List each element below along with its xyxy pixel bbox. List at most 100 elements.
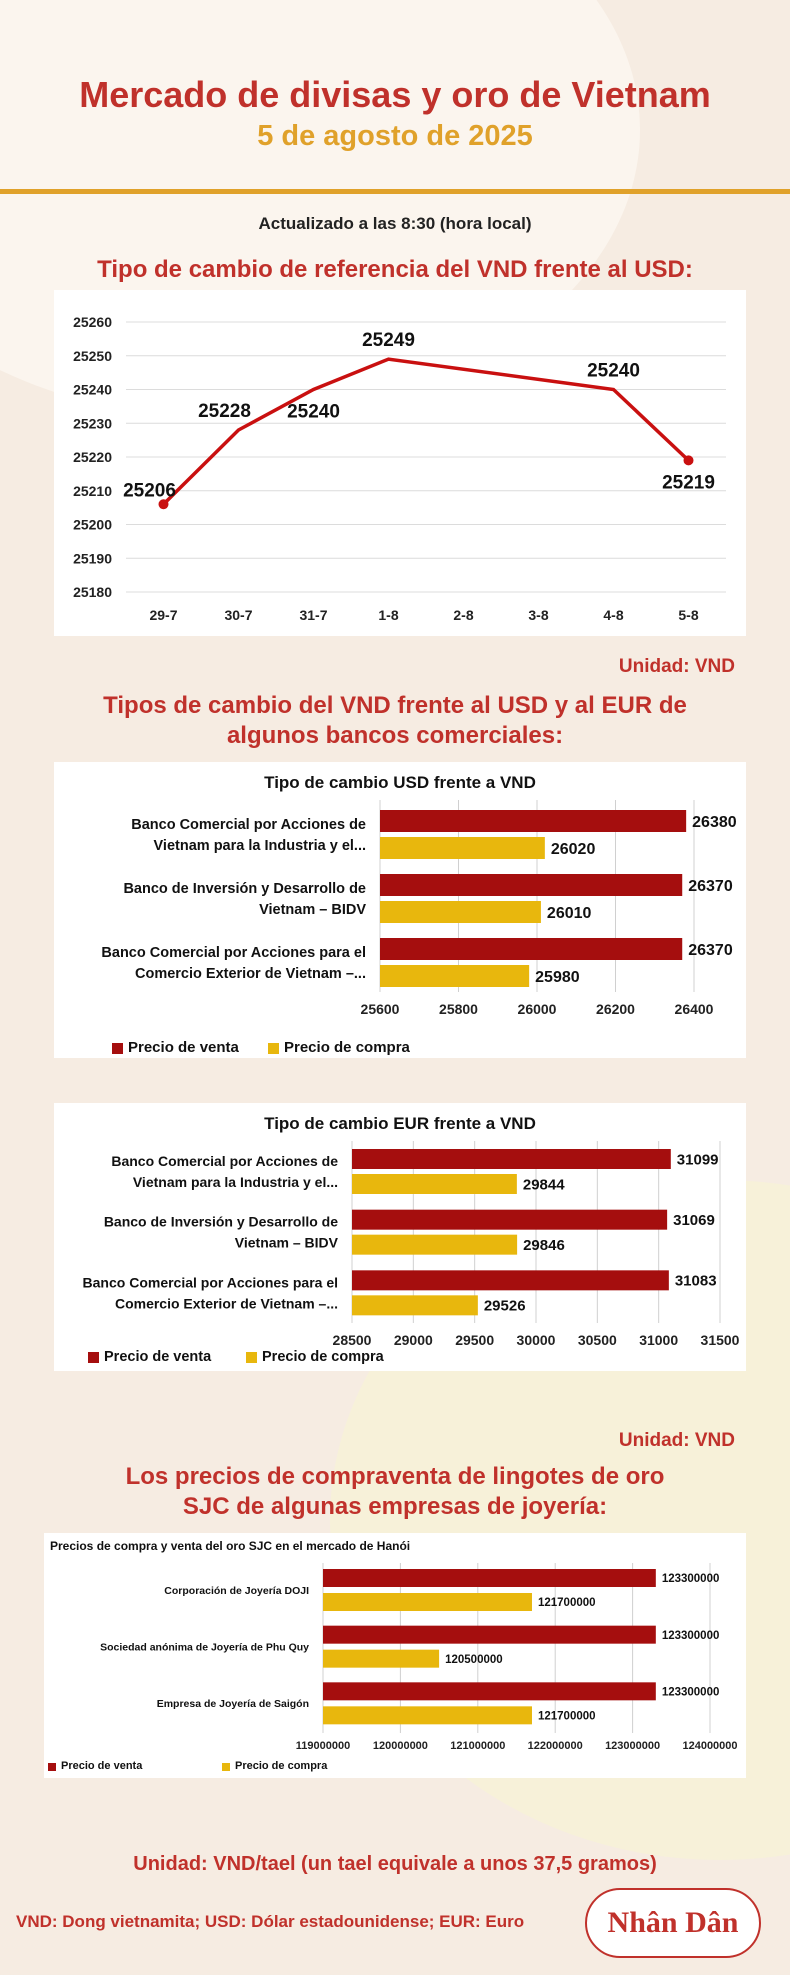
bar: [380, 810, 687, 832]
x-tick-label: 25800: [439, 1001, 478, 1017]
bar-value-label: 26380: [692, 814, 737, 831]
category-label: Vietnam – BIDV: [235, 1235, 339, 1251]
y-tick-label: 25220: [73, 449, 112, 465]
nhan-dan-logo: Nhân Dân: [585, 1888, 761, 1958]
bar-value-label: 31083: [675, 1273, 717, 1290]
bank-rates-title-line2: algunos bancos comerciales:: [226, 722, 564, 749]
reference-rate-unit: Unidad: VND: [618, 656, 735, 677]
legend-label: Precio de venta: [61, 1760, 143, 1772]
bar-value-label: 26020: [551, 841, 596, 858]
page-title: Mercado de divisas y oro de Vietnam: [79, 74, 711, 115]
x-tick-label: 28500: [333, 1332, 372, 1348]
legend-label: Precio de venta: [128, 1039, 240, 1056]
x-tick-label: 29-7: [149, 607, 177, 623]
category-label: Banco de Inversión y Desarrollo de: [104, 1214, 338, 1230]
bar-value-label: 26010: [547, 905, 592, 922]
legend-label: Precio de compra: [284, 1039, 411, 1056]
data-label: 25249: [362, 330, 415, 351]
x-tick-label: 26400: [675, 1001, 714, 1017]
legend-swatch: [88, 1352, 99, 1363]
update-time: Actualizado a las 8:30 (hora local): [258, 214, 532, 233]
data-label: 25228: [198, 401, 251, 422]
y-tick-label: 25210: [73, 483, 112, 499]
x-tick-label: 119000000: [296, 1740, 350, 1752]
category-label: Vietnam – BIDV: [259, 902, 366, 918]
bar: [380, 837, 545, 859]
bar-value-label: 121700000: [538, 1597, 596, 1609]
reference-rate-line-chart: 25180 25190 25200 25210 25220 25230 25240 25250…: [73, 314, 726, 623]
eur-rate-panel: Tipo de cambio EUR frente a VND 28500 2900…: [54, 1103, 746, 1371]
y-tick-label: 25180: [73, 584, 112, 600]
chart-title: Precios de compra y venta del oro SJC en…: [50, 1539, 410, 1553]
bank-rates-title-line1: Tipos de cambio del VND frente al USD y …: [103, 692, 687, 719]
y-tick-label: 25200: [73, 517, 112, 533]
x-tick-label: 30000: [517, 1332, 556, 1348]
header-divider: [0, 189, 790, 194]
x-tick-label: 124000000: [682, 1740, 737, 1752]
x-tick-label: 120000000: [373, 1740, 428, 1752]
x-tick-label: 123000000: [605, 1740, 660, 1752]
category-label: Banco Comercial por Acciones de: [111, 1153, 338, 1169]
eur-rate-bar-chart: Tipo de cambio EUR frente a VND 28500 2900…: [83, 1114, 740, 1365]
x-tick-label: 29000: [394, 1332, 433, 1348]
bar: [352, 1270, 669, 1291]
x-tick-label: 5-8: [678, 607, 698, 623]
bar: [352, 1234, 518, 1255]
legend-swatch: [268, 1043, 279, 1054]
reference-rate-panel: 25180 25190 25200 25210 25220 25230 25240 25250…: [54, 290, 746, 636]
x-tick-label: 30-7: [224, 607, 252, 623]
data-label: 25240: [587, 361, 640, 382]
bar: [352, 1209, 668, 1230]
bar: [323, 1625, 656, 1644]
bar-value-label: 26370: [688, 878, 733, 895]
category-label: Sociedad anónima de Joyería de Phu Quy: [100, 1641, 309, 1653]
x-tick-label: 31000: [639, 1332, 678, 1348]
bar-value-label: 123300000: [662, 1630, 720, 1642]
category-label: Banco Comercial por Acciones de: [131, 817, 366, 833]
x-tick-label: 1-8: [378, 607, 398, 623]
bar-value-label: 123300000: [662, 1573, 720, 1585]
category-label: Comercio Exterior de Vietnam –...: [115, 1295, 338, 1311]
bar-value-label: 29844: [523, 1176, 565, 1193]
x-tick-label: 29500: [455, 1332, 494, 1348]
category-label: Empresa de Joyería de Saigón: [157, 1698, 309, 1710]
bar: [323, 1569, 656, 1587]
reference-rate-title: Tipo de cambio de referencia del VND fre…: [97, 256, 693, 283]
legend-label: Precio de compra: [262, 1349, 385, 1365]
gold-unit: Unidad: VND/tael (un tael equivale a uno…: [133, 1853, 657, 1875]
x-tick-label: 30500: [578, 1332, 617, 1348]
data-label: 25219: [662, 472, 715, 493]
legend-swatch: [112, 1043, 123, 1054]
usd-rate-panel: Tipo de cambio USD frente a VND 25600 2580…: [54, 762, 746, 1058]
gold-price-panel: Precios de compra y venta del oro SJC en…: [44, 1533, 746, 1778]
series-line: [162, 357, 690, 506]
usd-rate-bar-chart: Tipo de cambio USD frente a VND 25600 2580…: [101, 773, 737, 1056]
category-label: Vietnam para la Industria y el...: [133, 1174, 338, 1190]
gold-title-line2: SJC de algunas empresas de joyería:: [182, 1493, 608, 1520]
footer-note: VND: Dong vietnamita; USD: Dólar estadou…: [16, 1912, 525, 1931]
bar-value-label: 31069: [673, 1212, 715, 1229]
category-label: Comercio Exterior de Vietnam –...: [135, 966, 366, 982]
legend-swatch: [222, 1763, 230, 1771]
category-label: Banco Comercial por Acciones para el: [101, 945, 366, 961]
bar: [352, 1149, 671, 1169]
category-label: Banco de Inversión y Desarrollo de: [123, 881, 366, 897]
y-tick-label: 25190: [73, 550, 112, 566]
bar-value-label: 121700000: [538, 1710, 596, 1722]
legend-swatch: [246, 1352, 257, 1363]
bar-value-label: 120500000: [445, 1654, 503, 1666]
x-tick-label: 31500: [701, 1332, 740, 1348]
bar: [323, 1706, 532, 1725]
category-label: Corporación de Joyería DOJI: [164, 1585, 309, 1597]
bank-rates-unit: Unidad: VND: [618, 1430, 735, 1451]
x-tick-label: 31-7: [299, 607, 327, 623]
category-label: Banco Comercial por Acciones para el: [83, 1274, 338, 1290]
bar: [352, 1295, 478, 1316]
y-tick-label: 25240: [73, 382, 112, 398]
y-tick-label: 25250: [73, 348, 112, 364]
legend-swatch: [48, 1763, 56, 1771]
x-tick-label: 2-8: [453, 607, 473, 623]
data-label: 25240: [287, 402, 340, 423]
legend-label: Precio de compra: [235, 1760, 328, 1772]
